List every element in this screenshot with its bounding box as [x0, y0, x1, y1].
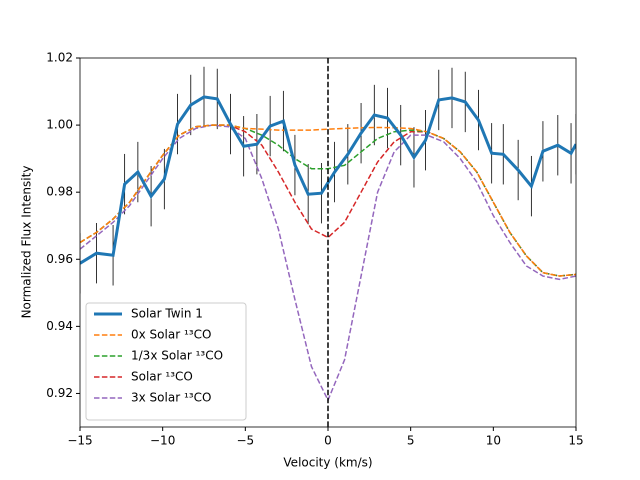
x-tick-label: 0	[324, 434, 332, 448]
y-tick-label: 0.92	[46, 386, 73, 400]
x-tick-label: 15	[568, 434, 583, 448]
x-tick-label: −5	[236, 434, 254, 448]
legend-label: Solar Twin 1	[131, 307, 203, 321]
series-line	[80, 124, 576, 277]
y-tick-label: 0.96	[46, 252, 73, 266]
x-tick-label: −15	[67, 434, 92, 448]
legend-label: Solar ¹³CO	[131, 370, 193, 384]
x-tick-label: −10	[150, 434, 175, 448]
y-axis-label: Normalized Flux Intensity	[20, 166, 34, 319]
legend-box	[85, 302, 247, 421]
y-tick-label: 0.94	[46, 319, 73, 333]
legend-label: 0x Solar ¹³CO	[131, 328, 211, 342]
x-axis-label: Velocity (km/s)	[283, 456, 372, 470]
legend-label: 1/3x Solar ¹³CO	[131, 349, 223, 363]
series-line	[80, 95, 576, 265]
y-tick-label: 0.98	[46, 185, 73, 199]
legend-label: 3x Solar ¹³CO	[131, 391, 211, 405]
y-tick-label: 1.00	[46, 118, 73, 132]
x-tick-label: 5	[407, 434, 415, 448]
y-tick-label: 1.02	[46, 51, 73, 65]
axes-frame	[79, 57, 577, 428]
x-tick-label: 10	[486, 434, 501, 448]
